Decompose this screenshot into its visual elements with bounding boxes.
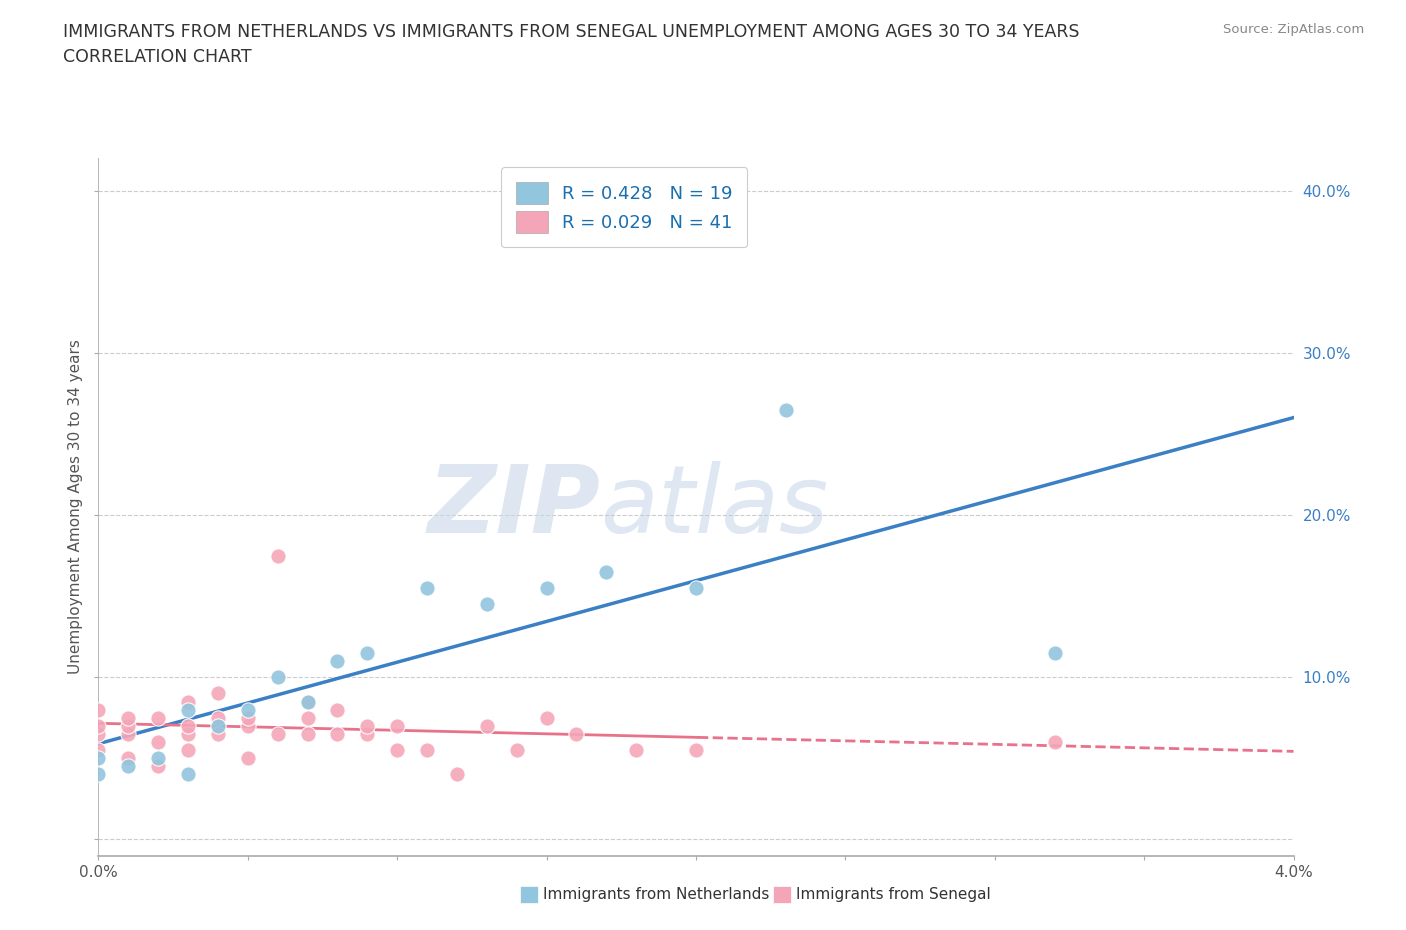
Point — [267, 726, 290, 741]
Point — [685, 743, 707, 758]
Y-axis label: Unemployment Among Ages 30 to 34 years: Unemployment Among Ages 30 to 34 years — [67, 339, 83, 674]
Point — [236, 702, 259, 717]
Legend: R = 0.428   N = 19, R = 0.029   N = 41: R = 0.428 N = 19, R = 0.029 N = 41 — [501, 167, 748, 247]
Point — [1043, 645, 1066, 660]
Point — [624, 743, 647, 758]
Point — [356, 718, 378, 733]
Text: IMMIGRANTS FROM NETHERLANDS VS IMMIGRANTS FROM SENEGAL UNEMPLOYMENT AMONG AGES 3: IMMIGRANTS FROM NETHERLANDS VS IMMIGRANT… — [63, 23, 1080, 41]
Point — [148, 735, 170, 750]
Point — [177, 702, 200, 717]
Point — [87, 702, 110, 717]
Point — [87, 743, 110, 758]
Point — [506, 743, 529, 758]
Point — [297, 711, 319, 725]
Point — [267, 670, 290, 684]
Point — [775, 402, 797, 417]
Point — [117, 711, 139, 725]
Point — [87, 767, 110, 782]
Point — [595, 565, 617, 579]
Point — [177, 767, 200, 782]
Point — [177, 726, 200, 741]
Point — [236, 718, 259, 733]
Point — [177, 743, 200, 758]
Point — [385, 743, 409, 758]
Point — [1043, 735, 1066, 750]
Point — [475, 597, 498, 612]
Text: CORRELATION CHART: CORRELATION CHART — [63, 48, 252, 66]
Point — [416, 743, 439, 758]
Text: Immigrants from Senegal: Immigrants from Senegal — [796, 887, 991, 902]
Text: Source: ZipAtlas.com: Source: ZipAtlas.com — [1223, 23, 1364, 36]
Point — [297, 726, 319, 741]
Point — [416, 580, 439, 595]
Point — [207, 686, 229, 701]
Point — [326, 654, 349, 669]
Point — [117, 718, 139, 733]
Text: Immigrants from Netherlands: Immigrants from Netherlands — [543, 887, 769, 902]
Point — [87, 751, 110, 765]
Point — [356, 726, 378, 741]
Point — [475, 718, 498, 733]
Point — [685, 580, 707, 595]
Point — [536, 580, 558, 595]
Point — [385, 718, 409, 733]
Point — [87, 718, 110, 733]
Point — [356, 645, 378, 660]
Point — [267, 548, 290, 563]
Text: ZIP: ZIP — [427, 461, 600, 552]
Point — [177, 694, 200, 709]
Point — [297, 694, 319, 709]
Point — [87, 726, 110, 741]
Point — [326, 702, 349, 717]
Point — [207, 718, 229, 733]
Point — [148, 711, 170, 725]
Point — [148, 759, 170, 774]
Point — [236, 751, 259, 765]
Point — [446, 767, 468, 782]
Point — [207, 711, 229, 725]
Point — [536, 711, 558, 725]
Text: atlas: atlas — [600, 461, 828, 552]
Point — [117, 759, 139, 774]
Point — [207, 726, 229, 741]
Point — [117, 751, 139, 765]
Point — [236, 711, 259, 725]
Point — [177, 718, 200, 733]
Point — [565, 726, 588, 741]
Point — [117, 726, 139, 741]
Point — [326, 726, 349, 741]
Point — [297, 694, 319, 709]
Point — [148, 751, 170, 765]
